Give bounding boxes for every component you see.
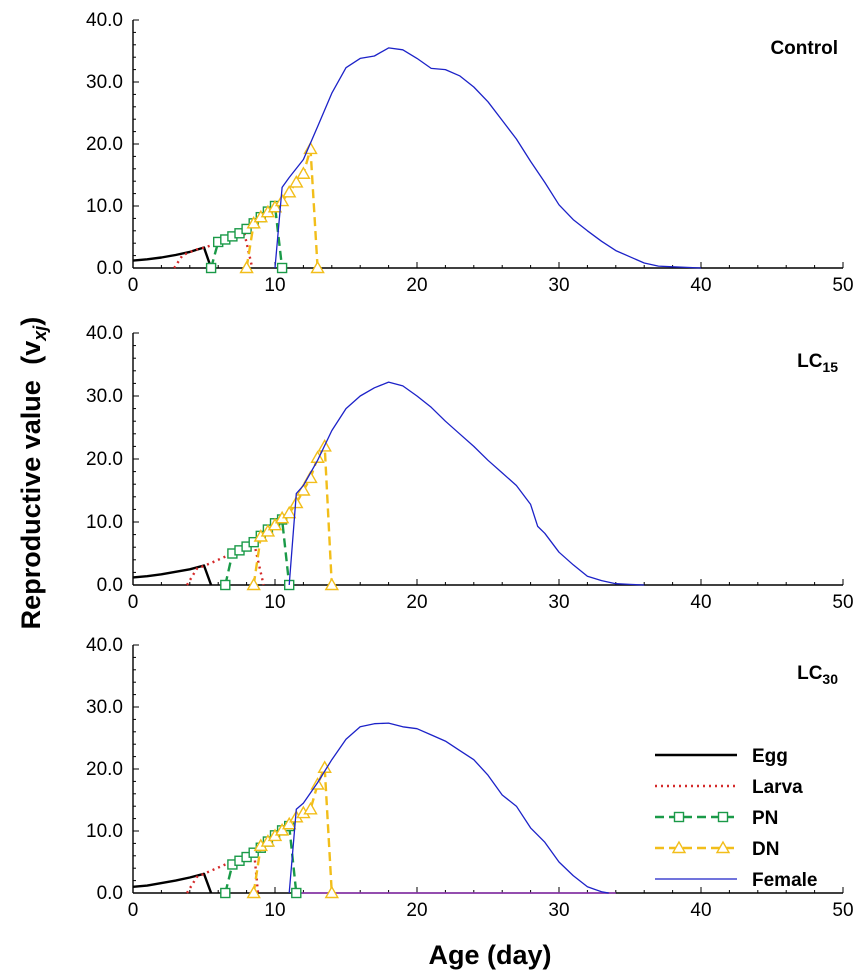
series-dn-marker	[246, 885, 261, 899]
x-tick-label: 20	[406, 592, 427, 613]
series-dn-marker	[281, 816, 297, 830]
panel-title-subscript: 15	[822, 359, 838, 375]
panels-group: 0.010.020.030.040.00 10 20 30 40 50Control0.0…	[86, 10, 854, 921]
y-tick-label: 0.0	[97, 258, 123, 279]
legend-dn-marker	[715, 840, 731, 854]
y-tick-label: 0.0	[97, 575, 123, 596]
series-larva-line	[185, 540, 265, 586]
y-axis-title-text: Reproductive value	[16, 380, 46, 629]
series-dn-marker	[289, 175, 304, 188]
legend-female-label: Female	[752, 870, 817, 891]
y-tick-label: 40.0	[86, 323, 123, 344]
x-tick-label: 30	[548, 900, 569, 921]
series-dn-marker	[303, 801, 318, 815]
y-tick-label: 10.0	[86, 196, 123, 217]
x-tick-label: 10	[264, 592, 285, 613]
y-axis-title-subscript: xj	[30, 325, 50, 342]
y-tick-label: 20.0	[86, 134, 123, 155]
series-dn-marker	[274, 193, 290, 207]
series-female-line	[274, 47, 702, 269]
panel-title: Control	[770, 38, 838, 59]
x-tick-label: 40	[690, 900, 711, 921]
y-tick-label: 30.0	[86, 72, 123, 93]
series-dn-marker	[281, 184, 297, 198]
series-female-line	[288, 722, 609, 894]
series-pn-marker	[220, 887, 231, 899]
y-tick-label: 40.0	[86, 635, 123, 656]
x-tick-label: 40	[690, 592, 711, 613]
series-egg-line	[132, 872, 213, 894]
y-tick-label: 20.0	[86, 449, 123, 470]
panel-2: 0.0 10.0 20.0 30.0 40.0 0 10 20 30 40 50 LC15	[86, 323, 854, 613]
x-tick-label: 40	[690, 275, 711, 296]
panel-title: LC30	[797, 663, 838, 687]
series-dn-marker	[239, 260, 254, 274]
panel-title-text: LC	[797, 351, 823, 372]
y-tick-label: 20.0	[86, 759, 123, 780]
series-pn-marker	[248, 536, 259, 548]
series-pn-marker	[291, 887, 302, 899]
x-tick-label: 50	[832, 275, 853, 296]
panel-title-text: Control	[770, 38, 838, 59]
x-tick-label: 50	[832, 900, 853, 921]
series-pn-marker	[241, 223, 252, 235]
series-dn-marker	[260, 524, 276, 537]
series-pn-marker	[276, 262, 288, 274]
y-tick-label: 10.0	[86, 512, 123, 533]
legend-egg-label: Egg	[752, 746, 788, 767]
series-female-line	[288, 381, 645, 586]
legend: Egg Larva PN DN Female	[655, 746, 817, 891]
legend-larva-label: Larva	[752, 777, 803, 798]
x-tick-label: 0	[128, 900, 139, 921]
series-dn-marker	[324, 577, 340, 591]
x-tick-label: 50	[832, 592, 853, 613]
y-tick-label: 10.0	[86, 821, 123, 842]
legend-pn-marker	[717, 811, 729, 823]
legend-pn-marker	[673, 811, 685, 823]
y-axis-title-close: )	[16, 317, 46, 326]
panel-title: LC15	[797, 351, 838, 375]
y-tick-label: 40.0	[86, 10, 123, 31]
series-larva-line	[185, 846, 260, 894]
y-tick-label: 0.0	[97, 883, 123, 904]
legend-pn-label: PN	[752, 808, 778, 829]
panel-title-text: LC	[797, 663, 823, 684]
x-tick-label: 20	[406, 900, 427, 921]
series-egg-line	[132, 246, 213, 269]
x-tick-label: 10	[264, 900, 285, 921]
y-tick-label: 30.0	[86, 386, 123, 407]
panel-1: 0.0 10.0 20.0 30.0 40.0 0 10 20 30 40 50 Control	[86, 10, 854, 296]
series-dn-marker	[281, 505, 297, 519]
x-tick-label: 30	[548, 592, 569, 613]
series-dn-marker	[289, 495, 304, 509]
x-tick-label: 0	[128, 592, 139, 613]
y-tick-label: 30.0	[86, 697, 123, 718]
panel-title-subscript: 30	[822, 671, 838, 687]
x-tick-label: 20	[406, 275, 427, 296]
series-dn-marker	[296, 166, 311, 179]
series-dn-marker	[246, 577, 261, 591]
series-dn-marker	[267, 517, 283, 531]
series-dn-marker	[324, 885, 340, 899]
series-dn-marker	[274, 822, 290, 836]
x-tick-label: 30	[548, 275, 569, 296]
series-dn-marker	[267, 199, 283, 213]
y-axis-title: Reproductive value (vxj)	[16, 317, 50, 630]
legend-dn-label: DN	[752, 839, 779, 860]
series-egg-line	[132, 564, 213, 586]
y-axis-title-var: (v	[16, 341, 46, 365]
series-dn-line	[245, 147, 319, 269]
series-dn-marker	[310, 450, 325, 463]
legend-dn-marker	[671, 840, 687, 854]
series-pn-marker	[205, 262, 217, 274]
x-axis-title: Age (day)	[428, 940, 551, 970]
series-dn-marker	[310, 777, 325, 790]
x-tick-label: 0	[128, 275, 139, 296]
x-tick-label: 10	[264, 275, 285, 296]
series-dn-marker	[310, 260, 325, 274]
series-pn-marker	[220, 579, 231, 591]
series-dn-marker	[246, 215, 261, 229]
